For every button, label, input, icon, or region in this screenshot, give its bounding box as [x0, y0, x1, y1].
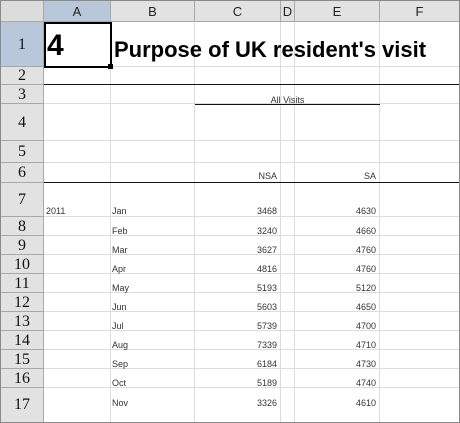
gridline: [294, 22, 295, 422]
gridline: [44, 216, 459, 217]
nsa-value-cell[interactable]: 5193: [256, 283, 277, 293]
row-header-7[interactable]: 7: [1, 183, 44, 217]
month-cell[interactable]: Aug: [112, 340, 129, 350]
gridline: [44, 368, 459, 369]
row-header-5[interactable]: 5: [1, 141, 44, 163]
column-header-f[interactable]: F: [380, 1, 459, 22]
row-header-8[interactable]: 8: [1, 217, 44, 236]
sa-value-cell[interactable]: 4610: [355, 398, 376, 408]
fill-handle[interactable]: [108, 64, 113, 69]
gridline: [194, 22, 195, 422]
month-cell[interactable]: Oct: [112, 378, 127, 388]
gridline: [44, 330, 459, 331]
nsa-value-cell[interactable]: 3240: [256, 226, 277, 236]
row-header-16[interactable]: 16: [1, 369, 44, 388]
nsa-value-cell[interactable]: 5739: [256, 321, 277, 331]
gridline: [44, 235, 459, 236]
column-header-c[interactable]: C: [195, 1, 281, 22]
gridline: [44, 292, 459, 293]
nsa-value-cell[interactable]: 5189: [256, 378, 277, 388]
row-header-3[interactable]: 3: [1, 85, 44, 104]
gridline: [44, 387, 459, 388]
select-all-corner[interactable]: [1, 1, 44, 22]
row-header-6[interactable]: 6: [1, 163, 44, 183]
row-header-4[interactable]: 4: [1, 104, 44, 141]
gridline: [110, 22, 111, 422]
sa-value-cell[interactable]: 5120: [355, 283, 376, 293]
month-cell[interactable]: Feb: [112, 226, 128, 236]
row-header-10[interactable]: 10: [1, 255, 44, 274]
gridline: [44, 254, 459, 255]
sa-value-cell[interactable]: 4630: [355, 206, 376, 216]
year-cell[interactable]: 2011: [46, 206, 66, 216]
sa-value-cell[interactable]: 4710: [355, 340, 376, 350]
gridline: [44, 349, 459, 350]
column-header-e[interactable]: E: [295, 1, 380, 22]
gridline: [44, 162, 459, 163]
table-number-cell[interactable]: 4: [47, 29, 64, 62]
month-cell[interactable]: Jul: [112, 321, 124, 331]
header-bottom-border: [44, 182, 459, 183]
nsa-value-cell[interactable]: 5603: [256, 302, 277, 312]
row-header-2[interactable]: 2: [1, 67, 44, 85]
sa-value-cell[interactable]: 4760: [355, 245, 376, 255]
sheet-title-cell[interactable]: Purpose of UK resident's visit: [114, 37, 427, 62]
row-header-11[interactable]: 11: [1, 274, 44, 293]
nsa-value-cell[interactable]: 6184: [256, 359, 277, 369]
month-cell[interactable]: Sep: [112, 359, 129, 369]
month-cell[interactable]: Mar: [112, 245, 128, 255]
gridline: [379, 22, 380, 422]
group-header-underline: [195, 104, 380, 105]
row-header-12[interactable]: 12: [1, 293, 44, 312]
sa-value-cell[interactable]: 4660: [355, 226, 376, 236]
column-header-b[interactable]: B: [111, 1, 195, 22]
row-header-15[interactable]: 15: [1, 350, 44, 369]
row-header-13[interactable]: 13: [1, 312, 44, 331]
row-header-1[interactable]: 1: [1, 22, 44, 67]
active-cell-selection[interactable]: [44, 22, 112, 68]
month-cell[interactable]: May: [112, 283, 130, 293]
nsa-value-cell[interactable]: 3326: [256, 398, 277, 408]
column-header-a[interactable]: A: [44, 1, 111, 22]
nsa-value-cell[interactable]: 3627: [256, 245, 277, 255]
column-label-nsa[interactable]: NSA: [258, 171, 277, 181]
row-header-9[interactable]: 9: [1, 236, 44, 255]
month-cell[interactable]: Jan: [112, 206, 127, 216]
sa-value-cell[interactable]: 4730: [355, 359, 376, 369]
row-header-17[interactable]: 17: [1, 388, 44, 422]
sa-value-cell[interactable]: 4700: [355, 321, 376, 331]
column-label-sa[interactable]: SA: [363, 171, 376, 181]
group-header-all-visits[interactable]: All Visits: [270, 95, 305, 105]
month-cell[interactable]: Nov: [112, 398, 129, 408]
sa-value-cell[interactable]: 4650: [355, 302, 376, 312]
nsa-value-cell[interactable]: 3468: [256, 206, 277, 216]
table-top-border: [44, 84, 459, 85]
gridline: [44, 273, 459, 274]
column-header-d[interactable]: D: [281, 1, 295, 22]
gridline: [44, 311, 459, 312]
month-cell[interactable]: Jun: [112, 302, 127, 312]
sa-value-cell[interactable]: 4760: [355, 264, 376, 274]
gridline: [280, 22, 281, 422]
row-header-14[interactable]: 14: [1, 331, 44, 350]
sa-value-cell[interactable]: 4740: [355, 378, 376, 388]
gridline: [44, 66, 459, 67]
gridline: [44, 140, 459, 141]
nsa-value-cell[interactable]: 4816: [256, 264, 277, 274]
gridline: [44, 103, 459, 104]
month-cell[interactable]: Apr: [112, 264, 127, 274]
nsa-value-cell[interactable]: 7339: [256, 340, 277, 350]
